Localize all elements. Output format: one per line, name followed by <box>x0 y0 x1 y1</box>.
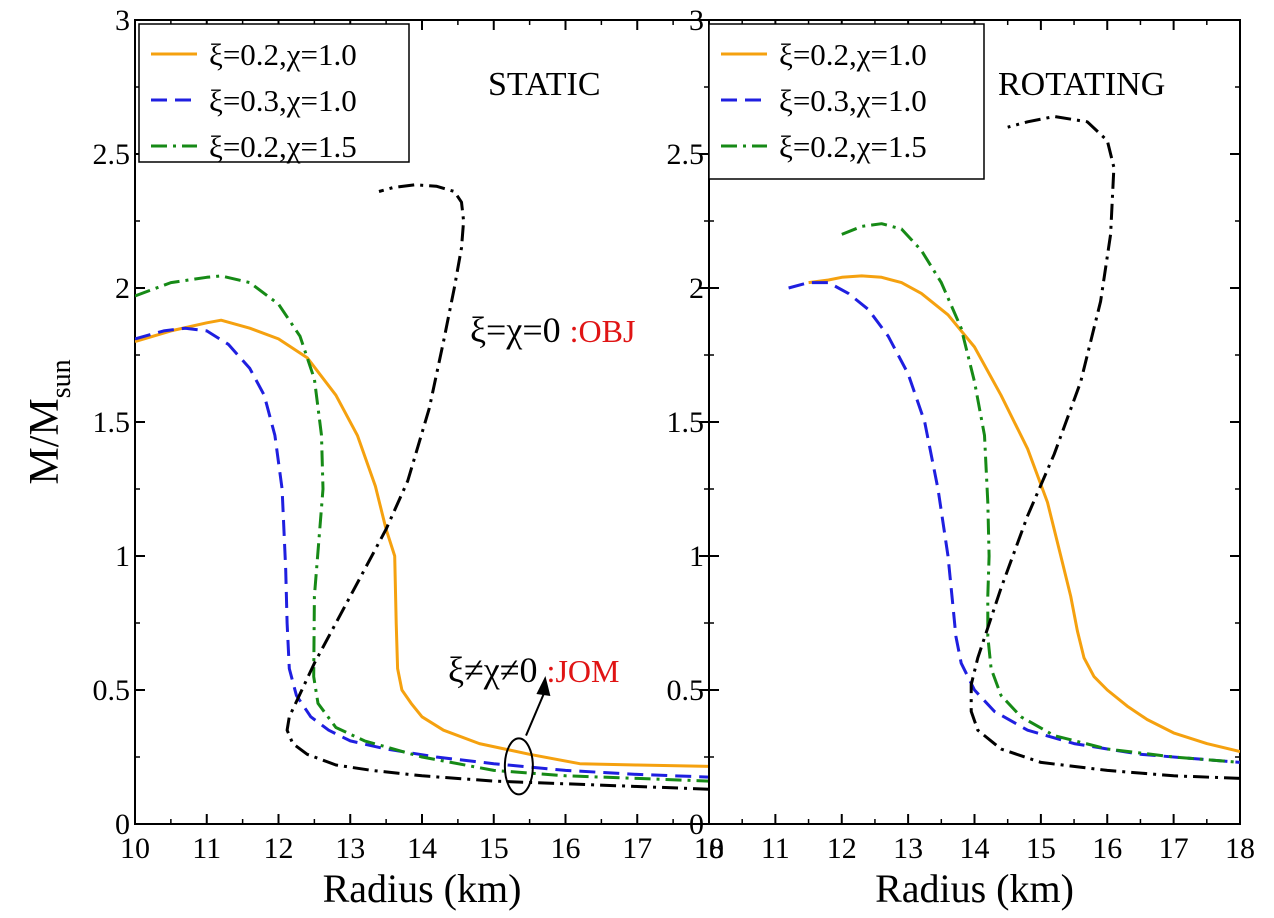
series-line-1 <box>135 326 709 779</box>
y-tick-label: 2 <box>689 272 704 305</box>
panel-annotation: ROTATING <box>998 66 1165 103</box>
series-line-1 <box>788 281 1240 764</box>
curves <box>788 115 1240 780</box>
legend-label: ξ=0.3,χ=1.0 <box>779 83 927 118</box>
series-line-2 <box>841 222 1240 764</box>
y-tick-label: 1.5 <box>93 406 131 439</box>
x-tick-label: 10 <box>694 832 724 865</box>
x-tick-label: 16 <box>551 832 581 865</box>
obj-curve-label: ξ=χ=0 :OBJ <box>470 310 635 350</box>
y-tick-label: 1 <box>115 540 130 573</box>
y-tick-label: 3 <box>115 4 130 37</box>
x-tick-label: 18 <box>694 832 724 865</box>
y-tick-label: 0 <box>689 808 704 841</box>
y-tick-label: 2.5 <box>93 138 131 171</box>
x-tick-label: 17 <box>622 832 652 865</box>
panel-annotation: STATIC <box>488 66 601 103</box>
x-tick-label: 17 <box>1159 832 1189 865</box>
x-tick-label: 18 <box>1225 832 1255 865</box>
legend-label: ξ=0.2,χ=1.0 <box>209 37 357 72</box>
series-line-0 <box>135 318 709 768</box>
y-axis-label: M/Msun <box>22 359 77 484</box>
series-line-3 <box>969 115 1240 780</box>
x-axis-label: Radius (km) <box>323 866 522 911</box>
jom-family-label: ξ≠χ≠0 :JOM <box>448 650 619 690</box>
x-tick-label: 11 <box>761 832 790 865</box>
series-line-0 <box>808 274 1240 754</box>
y-tick-label: 0.5 <box>93 674 131 707</box>
legend-label: ξ=0.3,χ=1.0 <box>209 83 357 118</box>
x-tick-label: 16 <box>1092 832 1122 865</box>
y-tick-label: 3 <box>689 4 704 37</box>
y-tick-label: 0 <box>115 808 130 841</box>
legend-box <box>138 23 410 163</box>
y-tick-label: 2 <box>115 272 130 305</box>
x-tick-label: 13 <box>893 832 923 865</box>
x-tick-label: 11 <box>192 832 221 865</box>
series-line-3 <box>285 183 709 791</box>
pointer-arrow-line <box>525 689 547 736</box>
x-tick-label: 10 <box>120 832 150 865</box>
legend: ξ=0.2,χ=1.0 ξ=0.3,χ=1.0 ξ=0.2,χ=1.5 <box>138 23 410 164</box>
legend-label: ξ=0.2,χ=1.0 <box>779 37 927 72</box>
x-tick-label: 12 <box>827 832 857 865</box>
series-line-2 <box>135 274 709 783</box>
x-tick-label: 15 <box>479 832 509 865</box>
legend-label: ξ=0.2,χ=1.5 <box>209 129 357 164</box>
legend: ξ=0.2,χ=1.0 ξ=0.3,χ=1.0 ξ=0.2,χ=1.5 <box>708 23 985 180</box>
legend-label: ξ=0.2,χ=1.5 <box>779 129 927 164</box>
highlight-ellipse <box>503 737 534 796</box>
y-tick-label: 2.5 <box>667 138 705 171</box>
panel-left: 10 11 12 13 14 15 16 17 1800.511.522.53ξ=0.2,χ=1… <box>22 4 724 911</box>
x-tick-label: 13 <box>335 832 365 865</box>
panel-right: 10 11 12 13 14 15 16 17 1800.511.522.53ξ=0.2,χ=1… <box>667 4 1256 911</box>
y-tick-label: 1.5 <box>667 406 705 439</box>
curves <box>135 183 709 791</box>
x-axis-label: Radius (km) <box>875 866 1074 911</box>
x-tick-label: 12 <box>264 832 294 865</box>
x-tick-label: 14 <box>407 832 437 865</box>
x-tick-label: 14 <box>960 832 990 865</box>
x-tick-label: 15 <box>1026 832 1056 865</box>
pointer-arrow-head <box>536 675 551 696</box>
y-tick-label: 1 <box>689 540 704 573</box>
y-tick-label: 0.5 <box>667 674 705 707</box>
